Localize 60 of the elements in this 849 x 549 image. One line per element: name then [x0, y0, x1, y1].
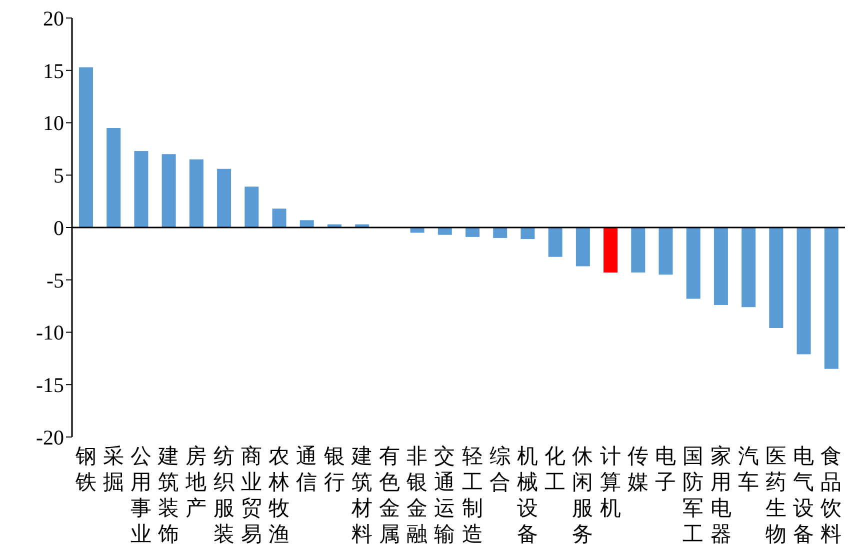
bar — [658, 228, 673, 275]
y-tick-label: 5 — [54, 164, 64, 188]
x-tick-label: 商业贸易 — [240, 444, 262, 546]
bar — [576, 228, 590, 266]
y-tick-label: 15 — [43, 58, 64, 83]
bar — [824, 228, 838, 369]
x-tick-label: 非银金融 — [406, 444, 428, 546]
bar — [714, 228, 728, 306]
x-tick-label: 纺织服装 — [213, 444, 234, 546]
x-tick-label: 房地产 — [184, 444, 207, 520]
x-tick-label: 食品饮料 — [820, 444, 842, 546]
x-tick-label: 通信 — [296, 444, 318, 494]
bar — [162, 154, 176, 228]
bar — [466, 228, 480, 237]
bar — [244, 186, 259, 228]
x-tick-label: 钢铁 — [74, 444, 96, 494]
y-tick-label: 0 — [54, 216, 64, 240]
bar — [493, 228, 508, 238]
bar — [300, 220, 314, 228]
bar — [79, 67, 93, 228]
bar — [548, 228, 562, 257]
bar — [604, 228, 618, 273]
x-tick-label: 采掘 — [102, 444, 124, 494]
bar — [272, 208, 286, 228]
bar — [742, 228, 756, 308]
x-tick-label: 机械设备 — [517, 444, 538, 546]
x-tick-label: 家用电器 — [710, 444, 732, 546]
y-tick-label: -20 — [36, 425, 64, 450]
y-tick-label: -10 — [36, 320, 64, 345]
x-tick-label: 农林牧渔 — [268, 444, 290, 546]
x-tick-label: 医药生物 — [765, 444, 786, 546]
x-tick-label: 交通运输 — [434, 444, 456, 546]
x-tick-label: 电子 — [655, 444, 676, 494]
x-tick-label: 综合 — [489, 444, 510, 494]
y-tick-label: 10 — [43, 111, 64, 136]
x-tick-label: 轻工制造 — [462, 444, 483, 546]
bar — [631, 228, 646, 273]
bar — [106, 128, 121, 228]
x-tick-label: 银行 — [322, 444, 345, 494]
x-tick-label: 计算机 — [600, 444, 621, 520]
bar — [134, 151, 148, 228]
x-tick-label: 传媒 — [627, 444, 648, 494]
x-tick-label: 国防军工 — [682, 444, 704, 546]
x-tick-label: 电气设备 — [793, 444, 814, 546]
y-tick-label: -5 — [46, 268, 64, 292]
bar — [769, 228, 784, 328]
x-tick-label: 建筑材料 — [350, 444, 372, 546]
bar — [686, 228, 700, 299]
x-tick-label: 汽车 — [738, 444, 759, 494]
bar — [796, 228, 811, 354]
x-tick-label: 有色金属 — [378, 444, 400, 546]
x-tick-label: 休闲服务 — [572, 444, 594, 546]
y-tick-label: 20 — [43, 6, 64, 30]
x-tick-label: 建筑装饰 — [157, 444, 180, 546]
bar — [189, 159, 204, 228]
bar — [217, 168, 232, 228]
x-tick-label: 化工 — [544, 444, 566, 494]
x-tick-label: 公用事业 — [130, 444, 152, 546]
bar — [520, 228, 535, 240]
y-tick-label: -15 — [36, 373, 64, 398]
